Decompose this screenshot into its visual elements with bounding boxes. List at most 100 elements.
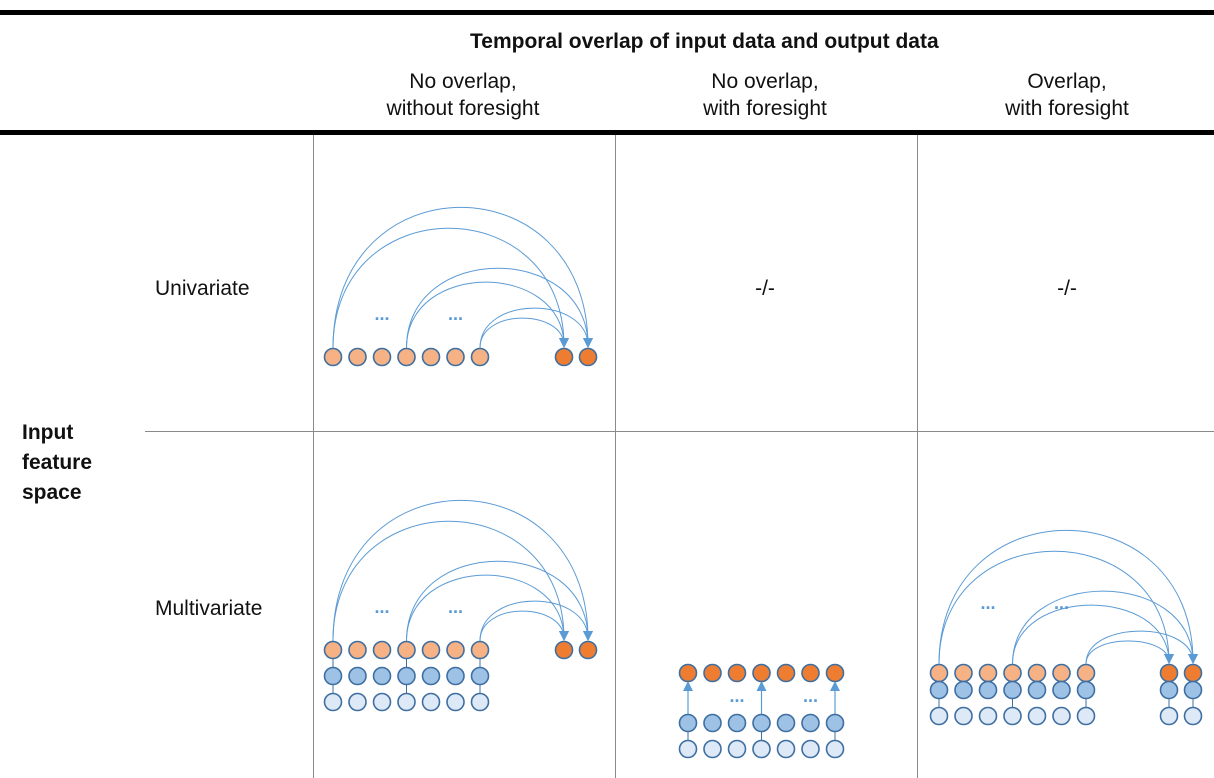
column-header-line: No overlap, (711, 70, 819, 93)
auxiliary-feature-node (801, 739, 820, 759)
output-node (825, 663, 845, 683)
dependency-arrow (332, 227, 569, 349)
output-node (578, 640, 598, 660)
ellipsis-marker: ... (803, 686, 818, 706)
dependency-arrow (406, 574, 569, 642)
auxiliary-feature-node (703, 739, 722, 759)
auxiliary-feature-node (1027, 706, 1047, 726)
axis-label-line: Input (22, 421, 74, 444)
target-node (372, 347, 392, 367)
auxiliary-feature-node (776, 739, 796, 759)
auxiliary-feature-node (397, 692, 416, 712)
column-header-line: Overlap, (1027, 70, 1107, 93)
auxiliary-feature-node (1183, 706, 1203, 726)
output-node (554, 347, 574, 367)
output-node (703, 663, 722, 683)
feature-node (323, 666, 343, 686)
header-rule (0, 130, 1214, 135)
auxiliary-feature-node (372, 692, 392, 712)
auxiliary-feature-node (348, 692, 367, 712)
output-node (1183, 663, 1203, 683)
row-label-multivariate: Multivariate (155, 597, 263, 620)
auxiliary-feature-node (323, 692, 343, 712)
dependency-arrow (332, 206, 593, 349)
feature-node (1003, 680, 1022, 700)
output-node (678, 663, 698, 683)
target-node (323, 347, 343, 367)
feature-node (825, 713, 845, 733)
feature-node (421, 666, 441, 686)
feature-node (776, 713, 796, 733)
dependency-arrow (479, 307, 593, 349)
dependency-arrow (479, 610, 569, 642)
feature-node (678, 713, 698, 733)
output-node (801, 663, 820, 683)
feature-node (801, 713, 820, 733)
dependency-arrow (1085, 630, 1198, 665)
auxiliary-feature-node (678, 739, 698, 759)
column-header-no-overlap-without-foresight: No overlap, without foresight (343, 68, 583, 122)
ellipsis-marker: ... (1054, 593, 1069, 613)
target-node (421, 640, 441, 660)
grid-line (615, 135, 616, 778)
auxiliary-feature-node (978, 706, 998, 726)
ellipsis-marker: ... (729, 686, 744, 706)
ellipsis-marker: ... (980, 593, 995, 613)
dependency-arrow (938, 550, 1174, 665)
output-node (578, 347, 598, 367)
auxiliary-feature-node (1052, 706, 1071, 726)
column-header-overlap-with-foresight: Overlap, with foresight (947, 68, 1187, 122)
feature-node (446, 666, 465, 686)
dependency-arrow (406, 281, 569, 349)
feature-node (1183, 680, 1203, 700)
target-node (323, 640, 343, 660)
output-node (727, 663, 747, 683)
axis-label-line: feature (22, 451, 93, 474)
feature-node (1076, 680, 1096, 700)
target-node (470, 347, 490, 367)
dependency-arrow (479, 600, 593, 642)
auxiliary-feature-node (954, 706, 973, 726)
feature-node (1027, 680, 1047, 700)
auxiliary-feature-node (470, 692, 490, 712)
auxiliary-feature-node (929, 706, 949, 726)
column-group-title: Temporal overlap of input data and outpu… (470, 30, 939, 53)
grid-line (917, 135, 918, 778)
output-node (554, 640, 574, 660)
feature-node (978, 680, 998, 700)
ellipsis-marker: ... (374, 304, 389, 324)
dependency-arrow (479, 317, 569, 349)
cell-not-applicable: -/- (755, 277, 775, 300)
feature-node (372, 666, 392, 686)
target-node (348, 347, 367, 367)
target-node (421, 347, 441, 367)
feature-node (1159, 680, 1179, 700)
feature-node (397, 666, 416, 686)
cell-not-applicable: -/- (1057, 277, 1077, 300)
target-node (978, 663, 998, 683)
feature-node (470, 666, 490, 686)
column-header-line: with foresight (1005, 97, 1129, 120)
dependency-arrow (406, 267, 593, 349)
auxiliary-feature-node (825, 739, 845, 759)
target-node (1027, 663, 1047, 683)
input-feature-space-label: Input feature space (22, 418, 92, 508)
top-rule (0, 10, 1214, 15)
target-node (446, 347, 465, 367)
output-node (1159, 663, 1179, 683)
dependency-arrow (1085, 640, 1174, 665)
feature-node (1052, 680, 1071, 700)
dependency-arrow (1012, 590, 1198, 665)
column-header-line: No overlap, (409, 70, 517, 93)
feature-node (348, 666, 367, 686)
output-node (752, 663, 771, 683)
target-node (929, 663, 949, 683)
ellipsis-marker: ... (374, 597, 389, 617)
column-header-no-overlap-with-foresight: No overlap, with foresight (645, 68, 885, 122)
grid-line (313, 135, 314, 778)
target-node (470, 640, 490, 660)
ellipsis-marker: ... (448, 597, 463, 617)
auxiliary-feature-node (1159, 706, 1179, 726)
feature-node (752, 713, 771, 733)
